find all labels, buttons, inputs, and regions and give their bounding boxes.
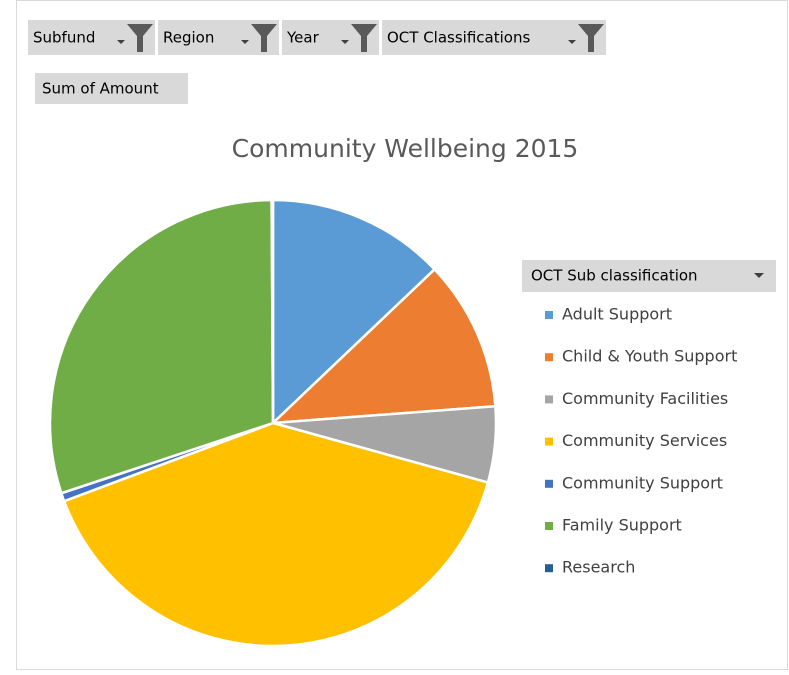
legend-swatch: [545, 564, 553, 573]
filter-label: Year: [286, 29, 320, 47]
dropdown-arrow: [241, 40, 249, 44]
legend-title: OCT Sub classification: [531, 267, 698, 285]
filter-button[interactable]: [382, 20, 606, 55]
dropdown-arrow: [341, 40, 349, 44]
legend-field-button[interactable]: [522, 260, 776, 292]
legend-label: Family Support: [562, 516, 682, 535]
pie-slice: [270, 198, 275, 424]
dropdown-arrow: [568, 40, 576, 44]
legend-swatch: [545, 353, 553, 362]
pie-slice: [271, 198, 437, 426]
pie-slice: [269, 267, 497, 425]
filter-icon: [351, 24, 377, 52]
value-field-label: Sum of Amount: [42, 80, 159, 98]
value-field-button[interactable]: [35, 73, 188, 104]
legend-swatch: [545, 522, 553, 530]
pie-slice: [62, 421, 490, 648]
legend-swatch: [545, 311, 553, 319]
legend-swatch: [545, 437, 553, 446]
dropdown-arrow: [754, 273, 764, 278]
filter-icon: [578, 24, 604, 52]
chart-title: Community Wellbeing 2015: [232, 134, 579, 163]
legend-label: Community Support: [562, 473, 723, 492]
legend-label: Research: [562, 558, 635, 577]
legend-label: Community Facilities: [562, 389, 728, 408]
legend-swatch: [545, 395, 553, 404]
filter-icon: [127, 24, 153, 52]
filter-label: Region: [163, 29, 214, 47]
filter-label: Subfund: [33, 29, 95, 47]
filter-label: OCT Classifications: [387, 29, 530, 47]
filter-icon: [251, 24, 277, 52]
legend-swatch: [545, 479, 553, 488]
legend-label: Community Services: [562, 431, 727, 450]
pie-slice: [48, 198, 275, 495]
legend-label: Child & Youth Support: [562, 347, 737, 366]
dropdown-arrow: [117, 40, 125, 44]
legend-label: Adult Support: [562, 305, 672, 324]
